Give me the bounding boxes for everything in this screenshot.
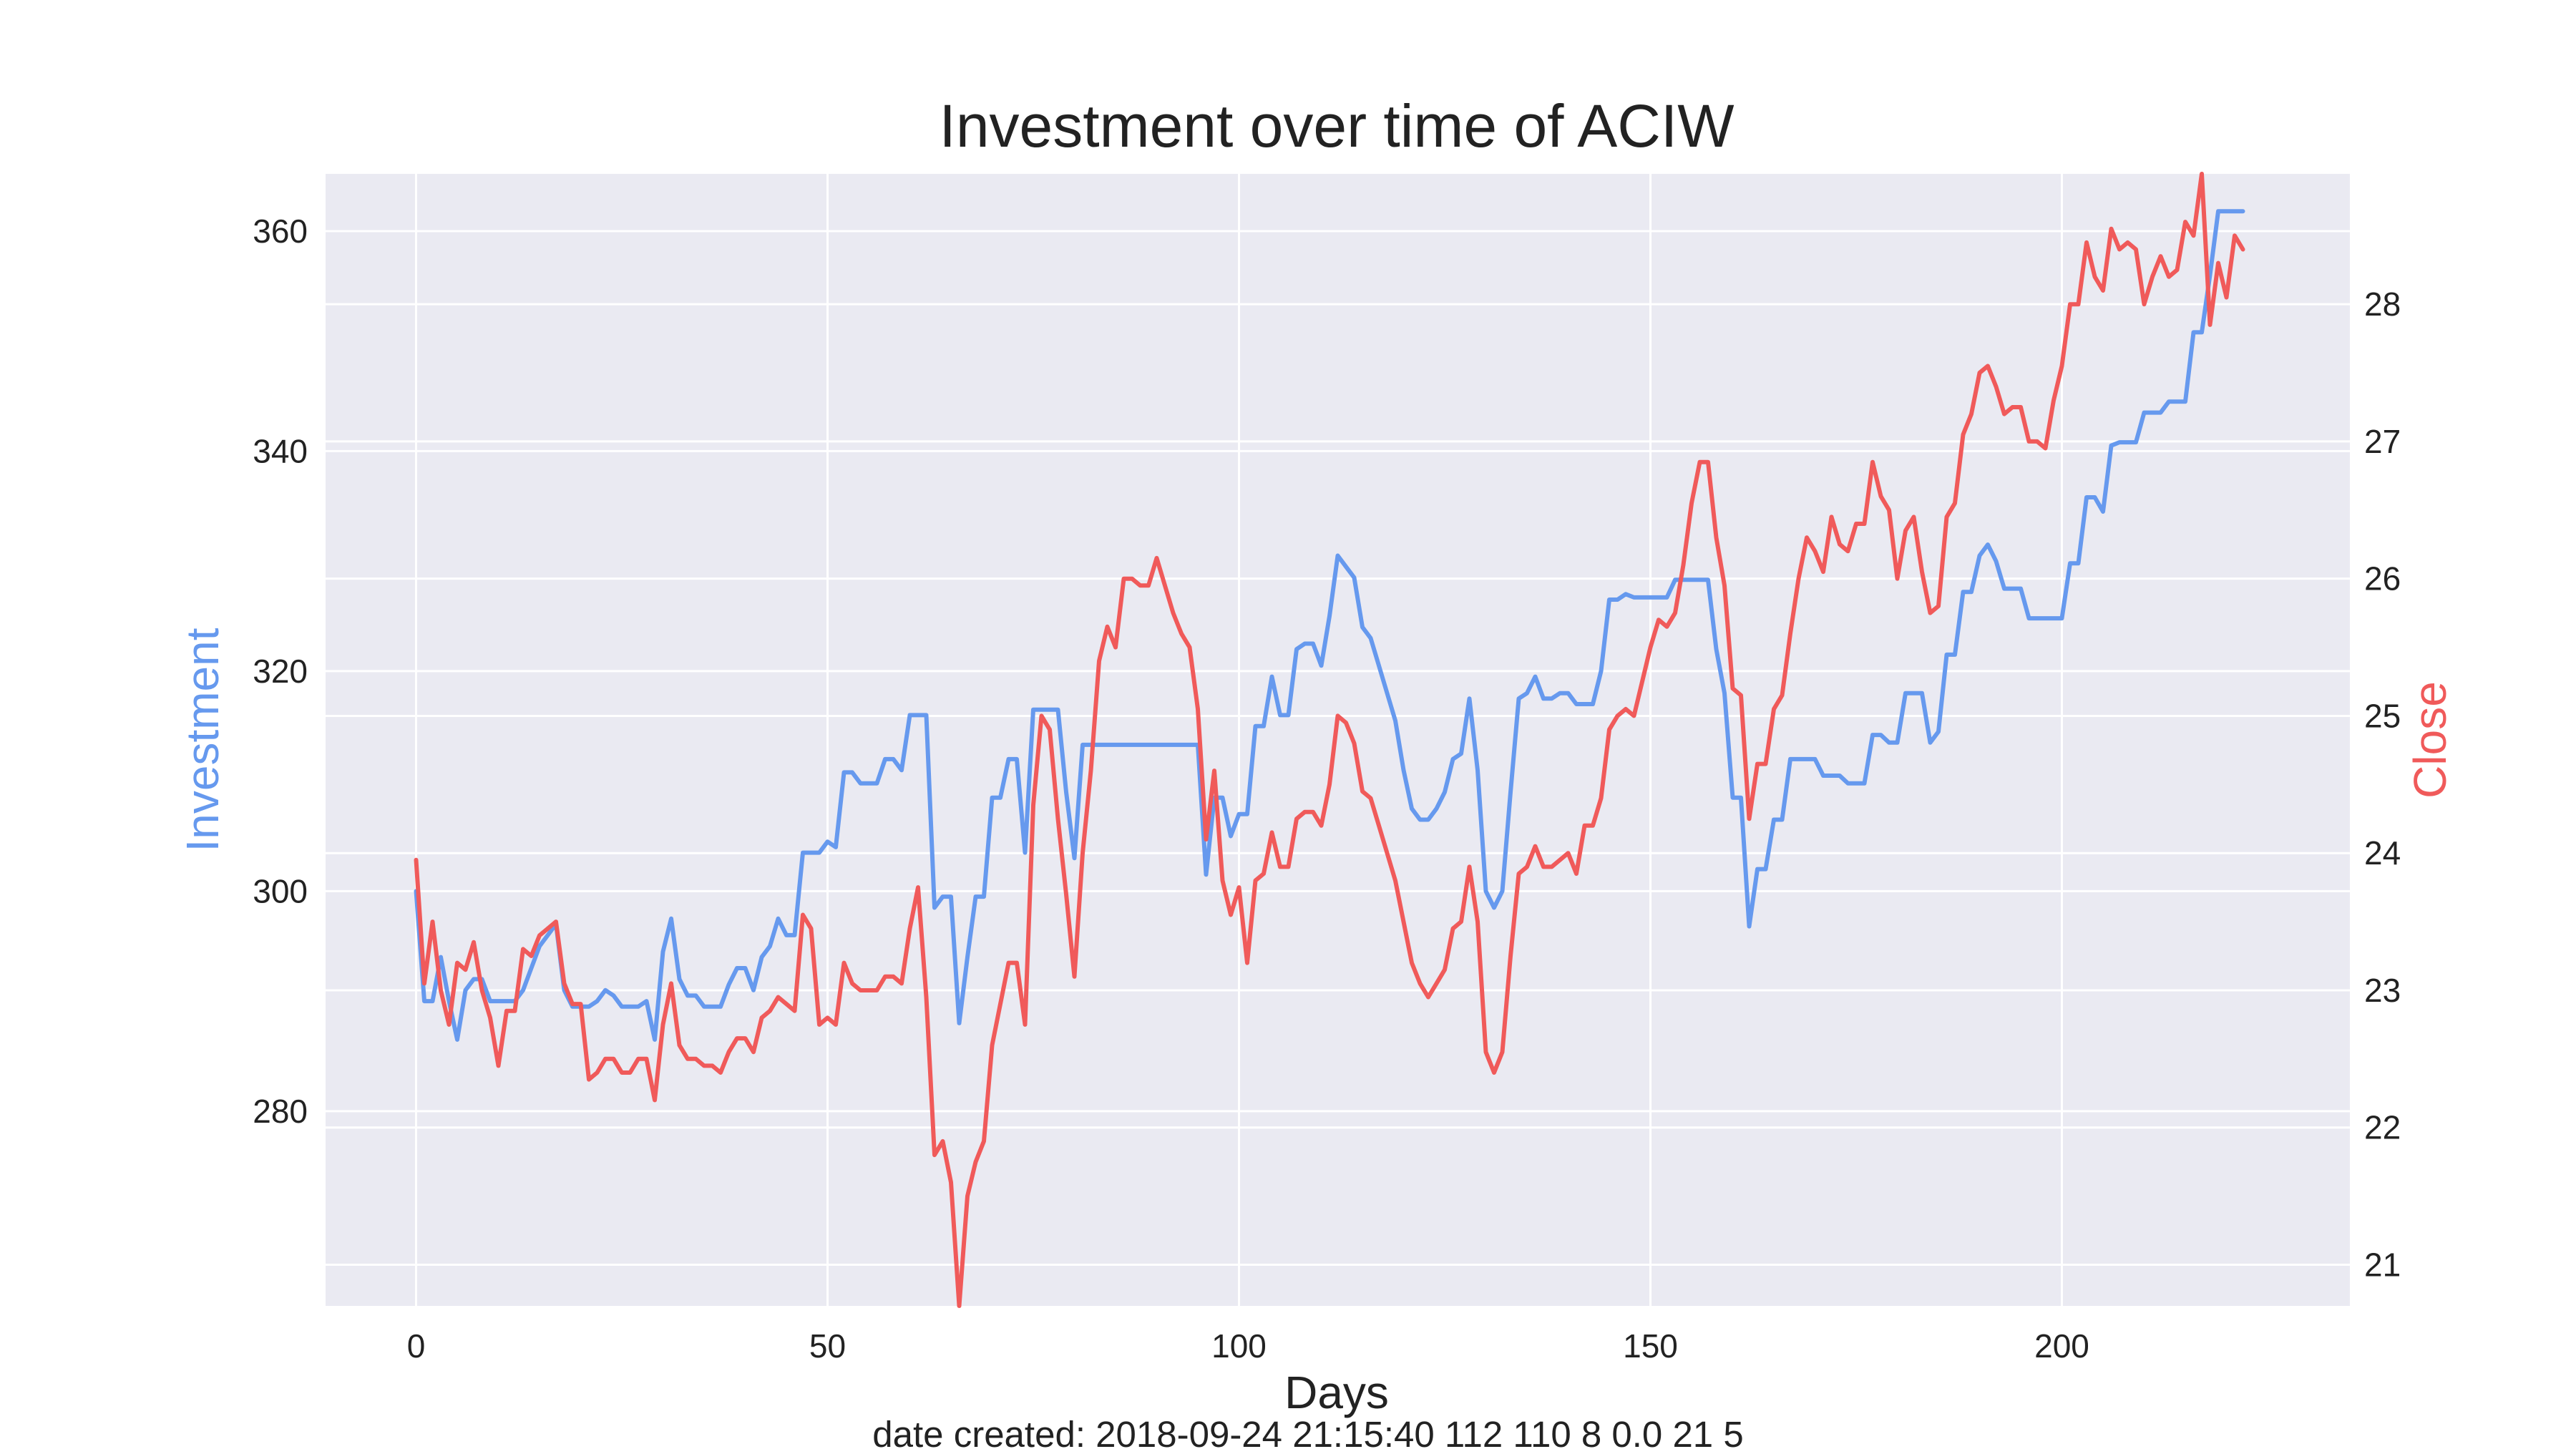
x-axis-label: Days: [1284, 1367, 1389, 1418]
series-line-investment: [414, 209, 2245, 1042]
y-tick-label-right: 23: [2364, 972, 2401, 1009]
y-tick-label-left: 320: [253, 653, 308, 690]
tick-labels: 0 50 100 150 200 280 300 320 340 360 21 22 23 24 25 26 2…: [253, 213, 2401, 1365]
y-tick-label-left: 340: [253, 432, 308, 469]
y-tick-label-left: 360: [253, 213, 308, 250]
y-tick-label-right: 21: [2364, 1246, 2401, 1283]
x-tick-label: 0: [407, 1327, 426, 1365]
plot-area: [326, 174, 2350, 1306]
chart-title: Investment over time of ACIW: [939, 92, 1734, 160]
y-tick-label-right: 25: [2364, 697, 2401, 734]
y-tick-label-right: 24: [2364, 834, 2401, 872]
y-axis-label-close: Close: [2404, 681, 2456, 799]
y-tick-label-right: 27: [2364, 423, 2401, 460]
grid-lines: [326, 174, 2350, 1306]
y-tick-label-right: 28: [2364, 286, 2401, 323]
x-tick-label: 200: [2034, 1327, 2089, 1365]
x-tick-label: 100: [1211, 1327, 1267, 1365]
y-tick-label-left: 300: [253, 872, 308, 909]
y-tick-label-right: 26: [2364, 560, 2401, 597]
y-tick-label-left: 280: [253, 1093, 308, 1130]
x-tick-label: 50: [809, 1327, 846, 1365]
series-line-close: [414, 172, 2245, 1308]
footer-note: date created: 2018-09-24 21:15:40 112 11…: [872, 1414, 1743, 1449]
y-tick-label-right: 22: [2364, 1109, 2401, 1146]
y-axis-label-investment: Investment: [177, 628, 228, 852]
x-tick-label: 150: [1623, 1327, 1678, 1365]
